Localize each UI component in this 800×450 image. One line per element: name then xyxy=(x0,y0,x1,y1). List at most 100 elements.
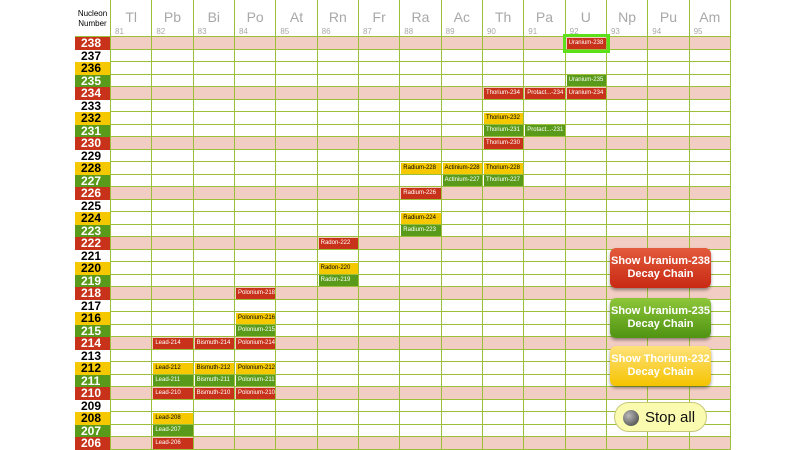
isotope-cell-actinium-227[interactable]: Actinium-227 xyxy=(442,175,482,186)
isotope-cell-polonium-218[interactable]: Polonium-218 xyxy=(235,287,276,299)
isotope-cell-bismuth-211[interactable]: Bismuth-211 xyxy=(194,375,234,386)
atomic-number: 90 xyxy=(486,27,496,36)
isotope-cell-protact-234[interactable]: Protact...-234 xyxy=(525,87,565,99)
isotope-cell-uranium-238[interactable]: Uranium-238 xyxy=(562,33,610,53)
atomic-number: 86 xyxy=(321,27,331,36)
button-label-line2: Decay Chain xyxy=(627,318,694,330)
element-header-np: Np 93 xyxy=(606,0,649,37)
element-symbol: Ra xyxy=(411,9,430,25)
isotope-cell-thorium-231[interactable]: Thorium-231 xyxy=(483,125,524,136)
grid-line xyxy=(399,37,401,450)
isotope-cell-lead-211[interactable]: Lead-211 xyxy=(153,375,193,386)
row-band-221 xyxy=(111,250,731,262)
show-uranium-238-button[interactable]: Show Uranium-238 Decay Chain xyxy=(610,248,711,288)
isotope-cell-uranium-235[interactable]: Uranium-235 xyxy=(566,75,606,86)
isotope-cell-polonium-214[interactable]: Polonium-214 xyxy=(235,337,276,349)
atomic-number: 89 xyxy=(445,27,455,36)
isotope-cell-lead-210[interactable]: Lead-210 xyxy=(153,387,193,399)
isotope-cell-thorium-230[interactable]: Thorium-230 xyxy=(483,137,524,149)
row-band-215 xyxy=(111,325,731,337)
grid-line xyxy=(110,37,111,450)
element-symbol: Pu xyxy=(659,9,677,25)
element-symbol: Rn xyxy=(328,9,347,25)
isotope-cell-radium-226[interactable]: Radium-226 xyxy=(401,187,441,199)
isotope-cell-bismuth-210[interactable]: Bismuth-210 xyxy=(194,387,234,399)
row-band-238 xyxy=(111,37,731,50)
grid-line xyxy=(275,37,277,450)
isotope-cell-lead-214[interactable]: Lead-214 xyxy=(153,337,193,349)
nucleon-number-224: 224 xyxy=(75,212,111,225)
isotope-cell-radium-224[interactable]: Radium-224 xyxy=(401,212,441,224)
row-band-229 xyxy=(111,150,731,162)
isotope-cell-bismuth-214[interactable]: Bismuth-214 xyxy=(194,337,234,349)
isotope-cell-radium-223[interactable]: Radium-223 xyxy=(401,225,441,236)
atomic-number: 94 xyxy=(652,27,662,36)
row-band-232 xyxy=(111,112,731,125)
isotope-cell-lead-208[interactable]: Lead-208 xyxy=(153,412,193,424)
element-symbol: Np xyxy=(618,9,637,25)
grid-line xyxy=(647,37,649,450)
nucleon-number-234: 234 xyxy=(75,87,111,100)
row-band-230 xyxy=(111,137,731,150)
grid-line xyxy=(233,37,235,450)
button-label-line2: Decay Chain xyxy=(627,268,694,280)
isotope-cell-actinium-228[interactable]: Actinium-228 xyxy=(442,162,482,174)
row-band-236 xyxy=(111,62,731,75)
row-band-233 xyxy=(111,100,731,112)
isotope-cell-thorium-234[interactable]: Thorium-234 xyxy=(483,87,524,99)
element-header-fr: Fr 87 xyxy=(358,0,401,37)
element-header-at: At 85 xyxy=(276,0,318,37)
isotope-cell-lead-206[interactable]: Lead-206 xyxy=(153,437,193,449)
atomic-number: 91 xyxy=(528,27,538,36)
row-band-234 xyxy=(111,87,731,100)
row-band-207 xyxy=(111,425,731,437)
isotope-cell-polonium-212[interactable]: Polonium-212 xyxy=(235,362,276,374)
isotope-cell-bismuth-212[interactable]: Bismuth-212 xyxy=(194,362,234,374)
isotope-cell-radon-220[interactable]: Radon-220 xyxy=(318,262,358,274)
isotope-cell-polonium-210[interactable]: Polonium-210 xyxy=(235,387,276,399)
isotope-cell-polonium-216[interactable]: Polonium-216 xyxy=(235,312,276,324)
element-header-ra: Ra 88 xyxy=(400,0,442,37)
nucleon-number-236: 236 xyxy=(75,62,111,75)
element-header-tl: Tl 81 xyxy=(111,0,153,37)
isotope-cell-thorium-228[interactable]: Thorium-228 xyxy=(483,162,524,174)
stop-icon xyxy=(623,410,639,426)
show-uranium-235-button[interactable]: Show Uranium-235 Decay Chain xyxy=(610,298,711,338)
element-header-u: U 92 xyxy=(565,0,607,37)
element-symbol: At xyxy=(289,9,304,25)
element-symbol: Pb xyxy=(163,9,182,25)
row-band-216 xyxy=(111,312,731,325)
isotope-cell-uranium-234[interactable]: Uranium-234 xyxy=(566,87,606,99)
isotope-cell-thorium-232[interactable]: Thorium-232 xyxy=(483,112,524,124)
show-thorium-232-button[interactable]: Show Thorium-232 Decay Chain xyxy=(610,346,711,386)
isotope-cell-lead-212[interactable]: Lead-212 xyxy=(153,362,193,374)
stop-all-button[interactable]: Stop all xyxy=(614,402,707,432)
element-header-rn: Rn 86 xyxy=(317,0,359,37)
isotope-cell-polonium-215[interactable]: Polonium-215 xyxy=(235,325,276,336)
isotope-cell-lead-207[interactable]: Lead-207 xyxy=(153,425,193,436)
element-header-th: Th 90 xyxy=(482,0,525,37)
isotope-cell-protact-231[interactable]: Protact...-231 xyxy=(525,125,565,136)
row-band-237 xyxy=(111,50,731,62)
element-header-am: Am 95 xyxy=(689,0,731,37)
nucleon-number-220: 220 xyxy=(75,262,111,275)
isotope-cell-polonium-211[interactable]: Polonium-211 xyxy=(235,375,276,386)
nucleon-number-226: 226 xyxy=(75,187,111,200)
row-band-211 xyxy=(111,375,731,387)
isotope-cell-radium-228[interactable]: Radium-228 xyxy=(401,162,441,174)
nucleon-number-209: 209 xyxy=(75,399,111,412)
stop-all-label: Stop all xyxy=(645,409,696,426)
element-symbol: Am xyxy=(699,9,721,25)
nucleon-number-214: 214 xyxy=(75,337,111,350)
nucleon-number-206: 206 xyxy=(75,437,111,450)
row-band-220 xyxy=(111,262,731,275)
grid-line xyxy=(316,37,318,450)
atomic-number: 87 xyxy=(362,27,372,36)
isotope-cell-thorium-227[interactable]: Thorium-227 xyxy=(483,175,524,186)
nucleon-number-217: 217 xyxy=(75,299,111,312)
isotope-cell-radon-222[interactable]: Radon-222 xyxy=(318,237,358,249)
grid-line xyxy=(192,37,194,450)
isotope-cell-radon-219[interactable]: Radon-219 xyxy=(318,275,358,286)
nucleon-number-231: 231 xyxy=(75,124,111,137)
nucleon-number-230: 230 xyxy=(75,137,111,150)
